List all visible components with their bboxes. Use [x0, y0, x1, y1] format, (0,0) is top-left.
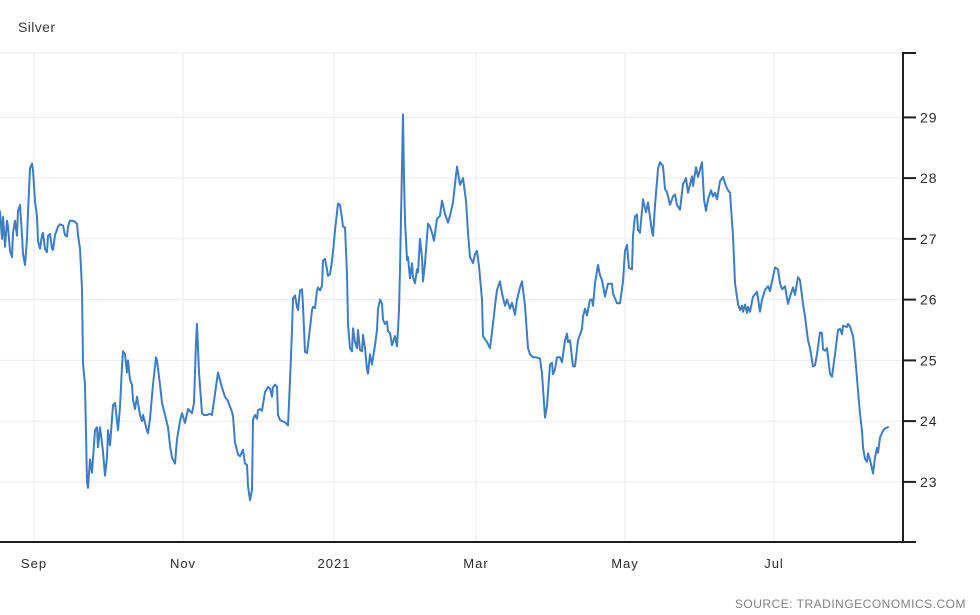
- y-tick-label: 28: [920, 170, 938, 186]
- x-tick-label: Nov: [170, 556, 196, 571]
- x-tick-label: Jul: [764, 556, 784, 571]
- source-label: SOURCE: TRADINGECONOMICS.COM: [734, 597, 966, 611]
- y-tick-label: 23: [920, 474, 938, 490]
- y-tick-label: 27: [920, 231, 938, 247]
- x-tick-label: 2021: [318, 556, 351, 571]
- y-tick-label: 29: [920, 109, 938, 125]
- price-line: [0, 113, 889, 502]
- y-tick-label: 26: [920, 292, 938, 308]
- y-tick-label: 24: [920, 413, 938, 429]
- x-tick-label: Sep: [21, 556, 47, 571]
- y-tick-label: 25: [920, 352, 938, 368]
- x-tick-label: May: [611, 556, 639, 571]
- chart-title: Silver: [18, 19, 56, 35]
- x-tick-label: Mar: [463, 556, 488, 571]
